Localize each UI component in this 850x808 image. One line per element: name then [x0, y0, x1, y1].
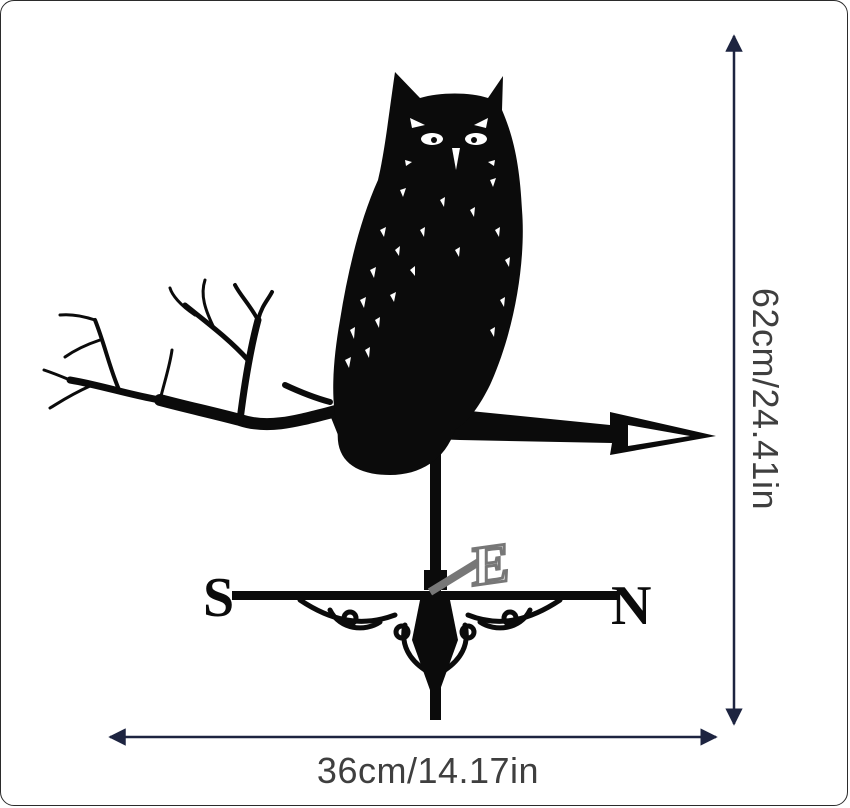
- ornament-center: [412, 600, 458, 690]
- east-arm: [427, 556, 485, 596]
- compass-bar: [232, 591, 618, 600]
- owl-silhouette: [333, 72, 523, 475]
- width-dimension-label: 36cm/14.17in: [316, 750, 540, 791]
- vane-pole: [430, 400, 441, 720]
- tree-branch: [42, 278, 346, 431]
- compass-letter-north: N: [611, 575, 651, 637]
- arrow-head-cutout: [628, 425, 690, 446]
- compass-letter-south: S: [203, 567, 234, 629]
- height-dimension-label: 62cm/24.41in: [745, 287, 786, 511]
- scroll-ornament: [297, 597, 563, 673]
- compass-letter-east: E: [472, 532, 509, 599]
